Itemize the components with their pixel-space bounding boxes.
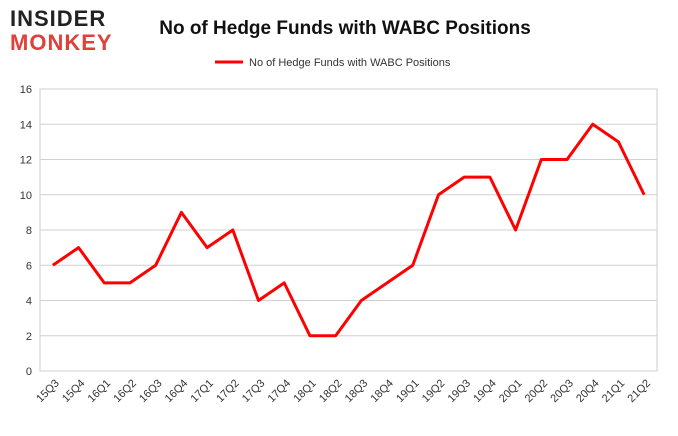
logo-bottom: MONKEY xyxy=(10,30,113,55)
logo-top: INSIDER xyxy=(10,6,106,31)
x-tick-label: 19Q1 xyxy=(394,377,422,405)
chart-title: No of Hedge Funds with WABC Positions xyxy=(159,18,531,39)
y-tick-label: 14 xyxy=(20,119,32,131)
y-tick-label: 6 xyxy=(26,260,32,272)
x-tick-label: 16Q3 xyxy=(137,377,165,405)
x-tick-label: 16Q2 xyxy=(111,377,139,405)
line xyxy=(52,122,646,338)
x-tick-label: 19Q3 xyxy=(446,377,474,405)
x-tick-label: 20Q3 xyxy=(548,377,576,405)
y-tick-label: 4 xyxy=(26,296,32,308)
x-tick-label: 20Q2 xyxy=(523,377,551,405)
x-tick-label: 21Q2 xyxy=(626,377,654,405)
x-tick-label: 15Q3 xyxy=(34,377,62,405)
x-tick-label: 17Q2 xyxy=(214,377,242,405)
x-tick-label: 21Q1 xyxy=(600,377,628,405)
x-tick-label: 20Q1 xyxy=(497,377,525,405)
x-tick-label: 15Q4 xyxy=(60,377,88,405)
legend-label: No of Hedge Funds with WABC Positions xyxy=(249,57,451,69)
x-tick-label: 16Q1 xyxy=(86,377,114,405)
y-tick-label: 8 xyxy=(26,225,32,237)
y-tick-label: 16 xyxy=(20,84,32,96)
x-tick-label: 17Q1 xyxy=(189,377,217,405)
x-tick-label: 16Q4 xyxy=(163,377,191,405)
x-tick-label: 17Q3 xyxy=(240,377,268,405)
y-tick-label: 12 xyxy=(20,155,32,167)
x-tick-label: 20Q4 xyxy=(574,377,602,405)
x-tick-label: 19Q2 xyxy=(420,377,448,405)
x-tick-label: 18Q4 xyxy=(368,377,396,405)
y-tick-label: 2 xyxy=(26,331,32,343)
y-tick-label: 10 xyxy=(20,190,32,202)
x-tick-label: 17Q4 xyxy=(266,377,294,405)
y-tick-label: 0 xyxy=(26,366,32,378)
x-tick-label: 18Q3 xyxy=(343,377,371,405)
x-tick-label: 19Q4 xyxy=(471,377,499,405)
x-tick-label: 18Q2 xyxy=(317,377,345,405)
x-tick-label: 18Q1 xyxy=(291,377,319,405)
